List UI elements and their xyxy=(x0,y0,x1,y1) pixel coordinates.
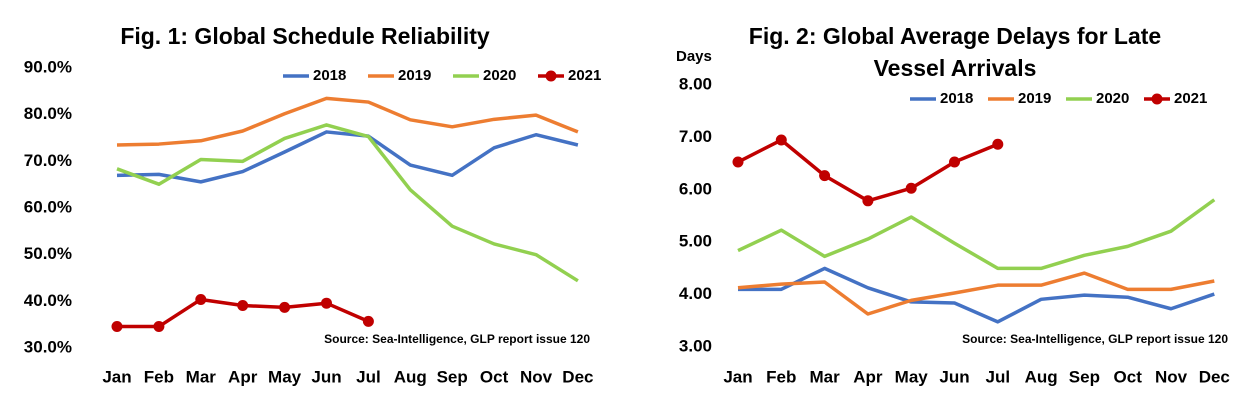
point xyxy=(775,134,787,146)
y-tick-label: 80.0% xyxy=(24,104,72,123)
point xyxy=(862,195,874,207)
legend-marker xyxy=(545,70,557,82)
y-tick-label: 50.0% xyxy=(24,244,72,263)
series-line xyxy=(116,123,579,283)
x-tick-label: Feb xyxy=(766,367,796,386)
x-tick-label: Dec xyxy=(562,367,593,386)
x-tick-label: May xyxy=(268,367,302,386)
x-tick-label: Sep xyxy=(1069,367,1100,386)
chart-title: Fig. 1: Global Schedule Reliability xyxy=(120,23,490,49)
point xyxy=(819,170,831,182)
x-tick-label: Feb xyxy=(144,367,174,386)
x-tick-label: Apr xyxy=(228,367,258,386)
point xyxy=(362,315,374,327)
point xyxy=(905,182,917,194)
y-tick-label: 3.00 xyxy=(679,336,712,355)
y-tick-label: 70.0% xyxy=(24,151,72,170)
legend-label: 2019 xyxy=(1018,90,1051,107)
y-tick-label: 8.00 xyxy=(679,74,712,93)
series-line xyxy=(737,271,1215,316)
point xyxy=(153,321,165,333)
x-tick-label: Mar xyxy=(809,367,840,386)
source-note: Source: Sea-Intelligence, GLP report iss… xyxy=(962,332,1228,346)
x-tick-label: Oct xyxy=(480,367,509,386)
x-tick-label: Mar xyxy=(186,367,217,386)
y-tick-label: 7.00 xyxy=(679,127,712,146)
source-note: Source: Sea-Intelligence, GLP report iss… xyxy=(324,332,590,346)
x-tick-label: Dec xyxy=(1199,367,1230,386)
legend-label: 2018 xyxy=(313,67,346,84)
y-tick-label: 60.0% xyxy=(24,197,72,216)
x-tick-label: Jul xyxy=(356,367,381,386)
series-line xyxy=(738,266,1215,324)
legend-label: 2020 xyxy=(483,67,516,84)
y-tick-label: 40.0% xyxy=(24,291,72,310)
x-tick-label: Apr xyxy=(853,367,883,386)
point xyxy=(992,138,1004,150)
y-tick-label: 5.00 xyxy=(679,232,712,251)
x-tick-label: Jan xyxy=(723,367,752,386)
legend-label: 2018 xyxy=(940,90,973,107)
y-tick-label: 30.0% xyxy=(24,337,72,356)
legend-marker xyxy=(1151,93,1163,105)
x-tick-label: May xyxy=(895,367,929,386)
point xyxy=(111,321,123,333)
point xyxy=(195,293,207,305)
series-line xyxy=(116,130,579,184)
x-tick-label: Aug xyxy=(394,367,427,386)
point xyxy=(279,301,291,313)
point xyxy=(732,156,744,168)
legend-label: 2021 xyxy=(1174,90,1207,107)
legend-label: 2021 xyxy=(568,67,601,84)
legend-label: 2020 xyxy=(1096,90,1129,107)
series-line xyxy=(737,198,1216,271)
x-tick-label: Jan xyxy=(102,367,131,386)
x-tick-label: Jun xyxy=(939,367,969,386)
y-tick-label: 90.0% xyxy=(24,57,72,76)
x-tick-label: Jul xyxy=(986,367,1011,386)
point xyxy=(237,300,249,312)
series-line xyxy=(737,138,999,203)
y-axis-label: Days xyxy=(676,48,712,65)
x-tick-label: Nov xyxy=(520,367,553,386)
x-tick-label: Oct xyxy=(1114,367,1143,386)
point xyxy=(949,156,960,168)
series-line xyxy=(116,96,579,147)
x-tick-label: Aug xyxy=(1025,367,1058,386)
legend-label: 2019 xyxy=(398,67,431,84)
x-tick-label: Nov xyxy=(1155,367,1188,386)
x-tick-label: Jun xyxy=(311,367,341,386)
chart-title: Fig. 2: Global Average Delays for Late V… xyxy=(748,23,1162,81)
point xyxy=(321,297,332,309)
y-tick-label: 4.00 xyxy=(679,284,712,303)
x-tick-label: Sep xyxy=(437,367,468,386)
y-tick-label: 6.00 xyxy=(679,179,712,198)
